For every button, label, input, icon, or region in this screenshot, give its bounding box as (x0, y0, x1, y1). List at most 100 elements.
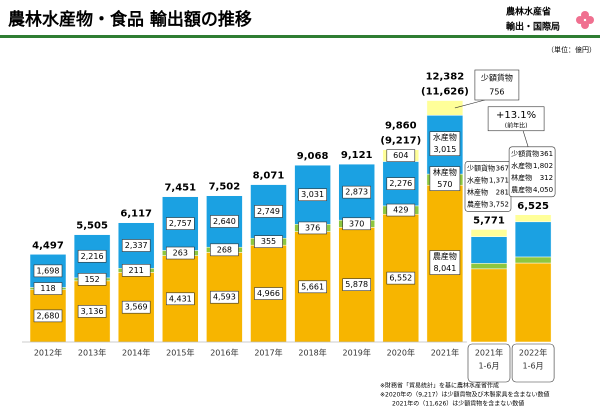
x-tick-label: 2021年 (475, 348, 503, 358)
total-label: 7,502 (209, 182, 241, 193)
value-label-box (386, 149, 416, 162)
chart-title: 農林水産物・食品 輸出額の推移 (8, 9, 252, 30)
x-tick-label: 2016年 (210, 348, 238, 358)
value-label-box (429, 166, 461, 191)
series-name: 農産物 (511, 185, 532, 194)
bar-segment (426, 100, 464, 116)
period-box (511, 343, 555, 383)
x-tick-period: 1-6月 (478, 362, 499, 371)
unit-label: （単位：億円） (547, 45, 596, 54)
value-label: 118 (40, 284, 55, 293)
series-name: 林産物 (467, 187, 488, 196)
value-label-box (210, 215, 239, 228)
growth-pointer (522, 130, 529, 147)
value-label: 429 (393, 206, 408, 215)
x-tick-label: 2013年 (78, 348, 106, 358)
value-label-box (166, 246, 195, 260)
value-label-box (121, 264, 151, 277)
total-excluding-label: (9,217) (380, 136, 421, 147)
x-tick-label: 2018年 (298, 348, 326, 358)
callout-box (508, 146, 556, 198)
footnote: ※財務省「貿易統計」を基に農林水産省作成 (380, 382, 499, 390)
value-label: 281 (496, 188, 509, 196)
value-label: 4,966 (257, 289, 280, 298)
value-label: 2,276 (389, 179, 412, 188)
x-tick-label: 2020年 (387, 348, 415, 358)
value-label-box (121, 300, 151, 314)
value-label-box (429, 250, 461, 275)
value-label: 1,371 (489, 176, 509, 184)
value-label: 3,015 (433, 145, 456, 154)
value-label: 367 (496, 164, 509, 172)
series-name: 水産物 (433, 132, 457, 142)
value-label: 4,431 (169, 294, 192, 303)
value-label: 1,698 (37, 266, 60, 275)
value-label: 2,640 (213, 217, 236, 226)
value-label: 211 (129, 266, 144, 275)
value-label-box (298, 280, 327, 294)
value-label-box (166, 292, 195, 306)
total-label: 4,497 (32, 240, 64, 251)
value-label: 3,752 (489, 200, 509, 208)
value-label: 3,569 (125, 303, 148, 312)
value-label: 312 (540, 174, 553, 182)
value-label: 570 (437, 180, 452, 189)
value-label-box (77, 249, 107, 263)
total-excluding-label: (11,626) (421, 87, 469, 98)
value-label: 8,041 (433, 264, 456, 273)
x-tick-label: 2014年 (122, 348, 150, 358)
value-label: 3,031 (301, 190, 324, 199)
bar-segment (514, 221, 552, 258)
value-label-box (254, 287, 283, 300)
total-label: 5,771 (473, 215, 505, 226)
value-label: 3,136 (81, 307, 104, 316)
total-label: 9,860 (385, 121, 417, 132)
value-label: 6,552 (389, 274, 412, 283)
bar-segment (514, 214, 552, 223)
value-label-box (254, 205, 283, 218)
total-label: 9,068 (297, 151, 329, 162)
value-label: 1,802 (533, 162, 553, 170)
footnote: ※2020年の（9,217）は少額貨物及び木製家具を含まない数値 (380, 391, 549, 399)
value-label: 4,050 (533, 186, 553, 194)
x-tick-label: 2012年 (34, 348, 62, 358)
bar-segment (514, 256, 552, 264)
value-label-box (121, 239, 151, 252)
total-label: 12,382 (426, 72, 465, 83)
period-box (467, 343, 511, 383)
series-name: 農産物 (433, 251, 457, 261)
callout-box (474, 69, 520, 101)
org-name: 農林水産省 (506, 6, 551, 18)
total-label: 9,121 (341, 150, 373, 161)
series-name: 水産物 (511, 161, 532, 170)
value-label-box (77, 273, 107, 286)
x-tick-label: 2017年 (254, 348, 282, 358)
value-label-box (210, 290, 239, 304)
series-name: 少額貨物 (511, 149, 539, 158)
title-rule (0, 35, 600, 38)
total-label: 5,505 (76, 221, 108, 232)
value-label-box (33, 264, 63, 278)
series-name: 林産物 (433, 167, 457, 177)
value-label-box (298, 221, 327, 235)
value-label: 4,593 (213, 293, 236, 302)
value-label: 268 (217, 245, 232, 254)
value-label: 2,680 (37, 311, 60, 320)
bar-segment (514, 262, 552, 343)
value-label: 756 (489, 88, 504, 97)
value-label: 263 (173, 249, 188, 258)
bar-segment (470, 263, 508, 270)
value-label: 2,749 (257, 207, 280, 216)
value-label: 2,216 (81, 252, 104, 261)
value-label: 370 (349, 219, 364, 228)
total-label: 7,451 (164, 183, 196, 194)
value-label-box (342, 217, 372, 231)
bar-segment (470, 229, 508, 237)
bar-segment (470, 268, 508, 343)
value-label: 5,878 (345, 280, 368, 289)
value-label: 2,873 (345, 188, 368, 197)
value-label: 355 (261, 237, 276, 246)
series-name: 少額貨物 (467, 163, 495, 172)
growth-label: +13.1% (496, 110, 536, 121)
value-label-box (386, 177, 416, 190)
